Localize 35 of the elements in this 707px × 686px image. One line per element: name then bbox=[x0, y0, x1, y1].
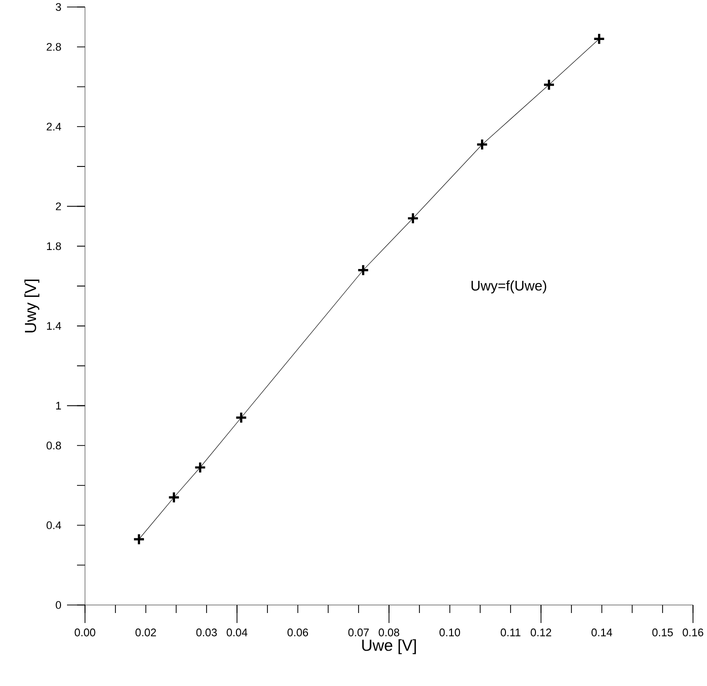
x-tick-label: 0.12 bbox=[530, 628, 552, 636]
x-tick-label: 0.00 bbox=[74, 628, 96, 636]
x-tick-label: 0.14 bbox=[592, 628, 612, 636]
x-tick-label: 0.15 bbox=[652, 628, 673, 636]
y-tick-label: 2.8 bbox=[46, 42, 61, 51]
point bbox=[593, 32, 606, 45]
point bbox=[476, 138, 488, 151]
y-tick-label: 0 bbox=[56, 601, 62, 609]
y-tick-label: 1 bbox=[56, 402, 61, 410]
x-tick-label: 0.06 bbox=[288, 628, 308, 636]
x-tick-label: 0.03 bbox=[196, 628, 217, 636]
y-axis-title: Uwy [V] bbox=[24, 280, 40, 332]
y-tick-label: 0.8 bbox=[46, 442, 61, 450]
y-tick-label: 1.8 bbox=[47, 242, 61, 250]
point bbox=[168, 491, 180, 504]
y-tick-label: 2 bbox=[56, 202, 61, 210]
annotation: Uwy=f(Uwe) bbox=[472, 280, 546, 294]
x-tick-label: 0.02 bbox=[136, 628, 156, 636]
point bbox=[194, 461, 206, 474]
y-tick-label: 2.4 bbox=[46, 122, 62, 130]
x-tick-label: 0.04 bbox=[226, 628, 248, 636]
x-tick-label: 0.08 bbox=[378, 628, 400, 636]
point bbox=[406, 212, 420, 224]
point bbox=[132, 533, 146, 546]
point bbox=[235, 412, 248, 424]
point bbox=[542, 78, 556, 91]
x-tick-label: 0.11 bbox=[500, 628, 520, 636]
x-axis-title: Uwe [V] bbox=[362, 639, 416, 654]
y-tick-label: 0.4 bbox=[46, 521, 62, 530]
point bbox=[357, 264, 370, 276]
y-tick-label: 3 bbox=[56, 3, 61, 11]
y-tick-label: 1.4 bbox=[47, 322, 62, 330]
x-tick-label: 0.16 bbox=[682, 628, 704, 636]
x-tick-label: 0.07 bbox=[348, 628, 369, 636]
x-tick-label: 0.10 bbox=[440, 628, 460, 636]
